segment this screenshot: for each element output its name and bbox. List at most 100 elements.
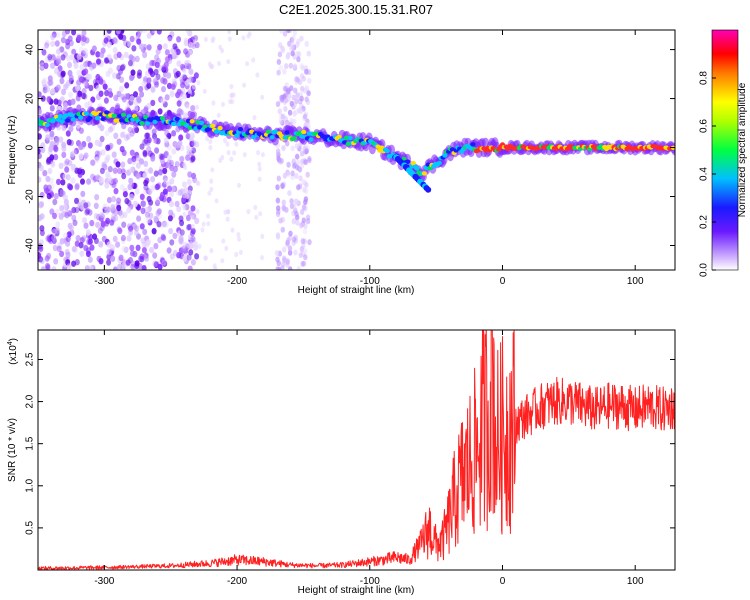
noise-blob (280, 216, 285, 223)
noise-blob (105, 70, 111, 78)
noise-blob (190, 214, 195, 220)
noise-blob (157, 169, 163, 176)
ridge-core (210, 123, 216, 128)
noise-blob (294, 211, 299, 217)
colorbar-tick-label: 0.6 (699, 119, 710, 133)
noise-blob (64, 82, 70, 89)
noise-blob (54, 40, 60, 47)
noise-blob (45, 264, 51, 270)
noise-blob (169, 178, 175, 185)
noise-blob (89, 219, 95, 227)
noise-blob (133, 91, 138, 98)
noise-blob (54, 136, 60, 143)
noise-blob (169, 191, 174, 198)
noise-blob (167, 36, 173, 43)
noise-blob (135, 162, 141, 169)
noise-blob (61, 124, 67, 132)
noise-blob (38, 148, 41, 155)
noise-blob (299, 73, 305, 80)
noise-blob (64, 211, 70, 219)
noise-blob (147, 150, 153, 157)
noise-blob (42, 87, 48, 94)
noise-blob (303, 199, 308, 206)
noise-blob (257, 166, 262, 172)
noise-blob (284, 63, 289, 70)
noise-blob (167, 34, 173, 42)
noise-blob (302, 113, 308, 120)
noise-blob (120, 131, 126, 138)
noise-blob (247, 31, 252, 37)
noise-blob (186, 78, 191, 84)
noise-blob (110, 255, 116, 262)
noise-blob (96, 150, 102, 157)
noise-blob (98, 176, 104, 184)
noise-blob (176, 60, 182, 67)
noise-blob (232, 150, 237, 156)
noise-blob (171, 148, 177, 155)
noise-blob (206, 213, 211, 219)
noise-blob (162, 78, 168, 85)
x-tick-label: -200 (227, 276, 247, 287)
noise-blob (45, 158, 51, 165)
noise-blob (202, 88, 207, 94)
noise-blob (237, 236, 241, 242)
noise-blob (79, 63, 85, 71)
noise-blob (67, 61, 72, 69)
ridge-core (237, 127, 244, 132)
noise-blob (299, 246, 305, 253)
noise-blob (111, 213, 117, 220)
noise-blob (145, 187, 151, 195)
noise-blob (286, 87, 291, 94)
noise-blob (70, 53, 75, 60)
noise-blob (234, 141, 239, 147)
noise-blob (226, 209, 231, 215)
ridge-core (384, 148, 390, 154)
noise-blob (142, 30, 147, 34)
noise-blob (227, 30, 232, 35)
ridge-core (336, 134, 342, 140)
noise-blob (49, 208, 55, 215)
noise-blob (291, 218, 296, 225)
noise-blob (153, 215, 159, 223)
noise-blob (140, 207, 146, 214)
noise-blob (64, 166, 70, 173)
noise-blob (278, 42, 283, 48)
noise-blob (189, 140, 195, 148)
noise-blob (79, 237, 85, 244)
noise-blob (171, 52, 177, 60)
noise-blob (148, 167, 154, 174)
noise-blob (60, 36, 66, 44)
noise-blob (47, 75, 53, 82)
noise-blob (294, 76, 299, 83)
noise-blob (192, 240, 198, 247)
noise-blob (131, 45, 137, 52)
snr-y-multiplier-close: ) (8, 338, 19, 341)
ridge-core (269, 135, 275, 140)
noise-blob (130, 55, 136, 63)
noise-blob (285, 53, 290, 60)
colorbar-tick-label: 0.4 (699, 167, 710, 181)
noise-blob (300, 238, 305, 245)
ridge-core (347, 135, 353, 141)
noise-blob (283, 105, 288, 112)
noise-blob (115, 161, 121, 168)
noise-blob (172, 81, 178, 88)
noise-blob (94, 150, 100, 157)
colorbar-label: Normalized spectral amplitude (737, 82, 748, 217)
noise-blob (300, 85, 305, 92)
noise-blob (145, 211, 150, 219)
noise-blob (116, 51, 122, 58)
noise-blob (197, 243, 202, 249)
noise-blob (39, 60, 45, 67)
noise-blob (172, 232, 178, 240)
colorbar-gradient (711, 29, 739, 271)
ridge-core (189, 119, 195, 124)
noise-blob (102, 31, 108, 38)
noise-blob (41, 49, 47, 56)
noise-blob (51, 228, 57, 235)
noise-blob (303, 159, 308, 166)
noise-blob (68, 91, 73, 99)
ridge-core (405, 159, 411, 164)
noise-blob (125, 259, 131, 266)
noise-blob (187, 265, 193, 270)
